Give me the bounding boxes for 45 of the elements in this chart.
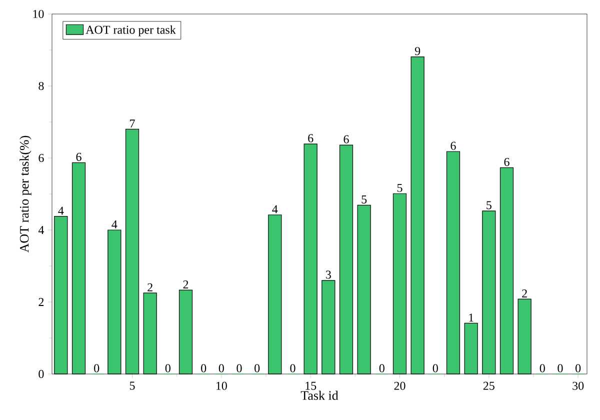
- y-tick-label: 2: [38, 298, 44, 306]
- data-label: 0: [432, 364, 438, 372]
- data-label: 0: [201, 364, 206, 372]
- y-axis-title: AOT ratio per task(%): [20, 136, 32, 253]
- data-label: 6: [344, 135, 349, 144]
- data-label: 2: [148, 283, 152, 292]
- y-tick-label: 4: [38, 226, 44, 234]
- data-label: 2: [183, 280, 188, 288]
- data-label: 6: [308, 134, 314, 142]
- y-tick-label: 6: [38, 154, 44, 162]
- data-label: 0: [558, 364, 563, 372]
- y-tick-label: 8: [38, 82, 44, 90]
- data-label: 0: [576, 364, 581, 372]
- data-label: 0: [165, 364, 170, 372]
- x-axis-title: Task id: [300, 390, 338, 400]
- data-label: 7: [130, 120, 135, 128]
- data-label: 0: [94, 364, 100, 372]
- data-label: 2: [522, 289, 527, 298]
- y-tick-label: 0: [38, 370, 44, 378]
- data-label: 0: [254, 364, 260, 372]
- data-label: 0: [379, 364, 384, 372]
- data-label: 1: [469, 314, 474, 322]
- x-tick-label: 10: [216, 382, 227, 390]
- data-label: 5: [397, 184, 402, 192]
- data-label: 9: [414, 47, 420, 56]
- x-tick-label: 5: [130, 382, 135, 390]
- y-tick-label: 10: [33, 10, 44, 18]
- x-tick-label: 20: [394, 382, 406, 390]
- x-tick-label: 25: [483, 382, 494, 390]
- legend-label: AOT ratio per task: [86, 25, 176, 36]
- data-label: 6: [504, 158, 510, 166]
- data-label: 0: [218, 364, 224, 372]
- data-label: 3: [326, 270, 331, 279]
- data-label: 5: [362, 195, 367, 204]
- data-label: 4: [272, 205, 278, 214]
- x-tick-label: 30: [572, 382, 584, 390]
- data-label: 4: [58, 206, 64, 215]
- data-label: 4: [112, 220, 118, 228]
- data-label: 6: [450, 142, 456, 150]
- x-tick-label: 15: [306, 382, 316, 390]
- data-label: 0: [290, 364, 296, 372]
- data-label: 6: [76, 152, 82, 161]
- data-label: 0: [236, 364, 242, 372]
- data-label: 0: [540, 364, 545, 372]
- data-label: 5: [486, 201, 492, 210]
